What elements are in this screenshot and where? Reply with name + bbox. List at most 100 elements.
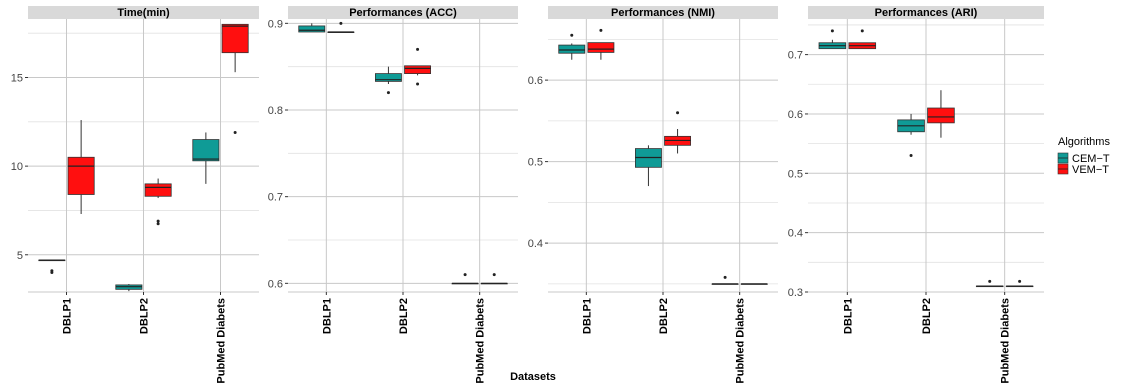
- x-tick-label: DBLP1: [321, 298, 333, 334]
- boxplot-cem-t: [818, 29, 847, 50]
- x-tick-label: DBLP1: [62, 298, 74, 334]
- box-body: [221, 23, 249, 54]
- boxplot-cem-t: [635, 145, 662, 187]
- boxplot-vem-t: [740, 283, 768, 285]
- panel-strip: [288, 6, 518, 19]
- boxplot-cem-t: [374, 66, 402, 95]
- outlier-point: [386, 91, 390, 95]
- outlier-point: [599, 28, 603, 32]
- box-body: [298, 25, 326, 33]
- outlier-point: [676, 111, 680, 115]
- outlier-point: [233, 130, 237, 134]
- y-tick-label: 0.6: [268, 278, 283, 290]
- box-body: [927, 107, 955, 124]
- boxplot-vem-t: [848, 29, 877, 50]
- boxplot-cem-t: [451, 273, 479, 285]
- outlier-point: [156, 222, 160, 226]
- x-tick-label: DBLP2: [398, 298, 410, 334]
- y-tick-label: 0.4: [528, 238, 543, 250]
- box-body: [67, 156, 95, 195]
- panel-4: Performances (ARI) 0.3 0.4 0.5 0.6 0.7 DBLP1 DB…: [788, 6, 1044, 384]
- boxplot-cem-t: [192, 132, 220, 184]
- y-tick-label: 0.8: [268, 105, 283, 117]
- boxplot-vem-t: [144, 178, 172, 226]
- y-tick-label: 0.4: [788, 228, 803, 240]
- outlier-point: [50, 271, 54, 274]
- boxplot-cem-t: [38, 259, 66, 274]
- legend-label: CEM−T: [1072, 153, 1110, 165]
- outlier-point: [830, 29, 834, 33]
- boxplot-vem-t: [927, 90, 955, 138]
- boxplot-cem-t: [298, 23, 326, 33]
- outlier-point: [156, 219, 160, 223]
- x-tick-label: PubMed Diabets: [216, 298, 228, 383]
- box-body: [144, 183, 172, 197]
- box-body: [587, 42, 615, 53]
- outlier-point: [909, 154, 913, 157]
- outlier-point: [988, 279, 992, 283]
- outlier-point: [463, 273, 467, 277]
- outlier-point: [860, 29, 864, 33]
- y-tick-label: 0.7: [268, 192, 283, 204]
- y-tick-label: 10: [11, 161, 23, 173]
- panel-strip: [808, 6, 1044, 19]
- outlier-point: [339, 21, 343, 25]
- boxplot-cem-t: [711, 275, 739, 285]
- x-tick-label: PubMed Diabets: [475, 298, 487, 383]
- y-tick-label: 0.7: [788, 50, 803, 62]
- boxplot-vem-t: [327, 21, 355, 34]
- panel-3: Performances (NMI) 0.4 0.5 0.6 DBLP1 DBLP2 Pub…: [528, 6, 778, 384]
- box-body: [374, 73, 402, 82]
- boxplot-vem-t: [664, 111, 691, 154]
- x-tick-label: DBLP1: [842, 298, 854, 334]
- x-tick-label: DBLP1: [581, 298, 593, 334]
- y-tick-label: 0.9: [268, 18, 283, 30]
- outlier-point: [416, 82, 420, 86]
- outlier-point: [1018, 279, 1022, 283]
- y-tick-label: 5: [17, 250, 23, 262]
- x-axis-label: Datasets: [510, 371, 556, 383]
- y-tick-label: 0.3: [788, 287, 803, 299]
- panel-strip: [28, 6, 259, 19]
- y-tick-label: 0.6: [528, 75, 543, 87]
- outlier-point: [570, 33, 574, 37]
- panel-title: Performances (ARI): [875, 7, 978, 19]
- boxplot-cem-t: [975, 279, 1004, 288]
- panel-title: Performances (ACC): [349, 7, 457, 19]
- legend-title: Algorithms: [1058, 136, 1110, 148]
- boxplot-vem-t: [1005, 279, 1034, 288]
- panel-1: Time(min) 5 10 15 DBLP1 DBLP2 PubMed Diabets: [11, 6, 259, 384]
- outlier-point: [492, 273, 496, 277]
- box-body: [558, 44, 586, 54]
- boxplot-cem-t: [897, 113, 925, 157]
- x-tick-label: PubMed Diabets: [735, 298, 747, 383]
- boxplot-vem-t: [404, 47, 431, 86]
- panel-strip: [548, 6, 778, 19]
- x-tick-label: DBLP2: [139, 298, 151, 334]
- x-tick-label: DBLP2: [921, 298, 933, 334]
- panel-2: Performances (ACC) 0.6 0.7 0.8 0.9 DBLP1 DBLP2…: [268, 6, 518, 384]
- y-tick-label: 0.5: [528, 157, 543, 169]
- y-tick-label: 0.6: [788, 109, 803, 121]
- box-body: [192, 139, 220, 162]
- boxplot-cem-t: [115, 284, 143, 292]
- outlier-point: [416, 47, 420, 51]
- legend-label: VEM−T: [1072, 164, 1109, 176]
- box-body: [404, 65, 431, 75]
- boxplot-vem-t: [587, 28, 615, 60]
- y-tick-label: 0.5: [788, 168, 803, 180]
- panel-title: Performances (NMI): [611, 7, 715, 19]
- x-tick-label: DBLP2: [658, 298, 670, 334]
- x-tick-label: PubMed Diabets: [1000, 298, 1012, 383]
- boxplot-vem-t: [221, 23, 249, 134]
- y-tick-label: 15: [11, 73, 23, 85]
- boxplot-cem-t: [558, 33, 586, 60]
- boxplot-vem-t: [480, 273, 508, 285]
- panel-title: Time(min): [117, 7, 170, 19]
- boxplot-vem-t: [67, 120, 95, 214]
